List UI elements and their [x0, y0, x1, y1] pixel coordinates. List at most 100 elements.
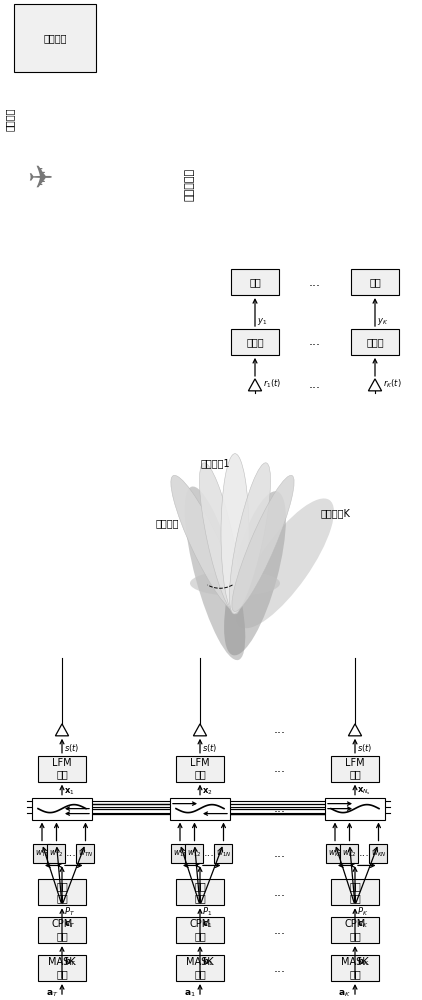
Text: $\mathbf{a}_K$: $\mathbf{a}_K$: [338, 989, 351, 999]
Text: ...: ...: [309, 335, 321, 348]
Text: $r_1(t)$: $r_1(t)$: [263, 378, 281, 390]
FancyBboxPatch shape: [331, 917, 379, 943]
Text: ...: ...: [203, 848, 214, 858]
FancyBboxPatch shape: [231, 269, 279, 295]
Text: 解调: 解调: [369, 277, 381, 287]
FancyBboxPatch shape: [33, 844, 51, 863]
Text: ...: ...: [359, 848, 369, 858]
Text: ...: ...: [309, 378, 321, 391]
Text: $w_{11}$: $w_{11}$: [173, 848, 187, 859]
Text: $y_K$: $y_K$: [377, 316, 388, 327]
Text: $\mathbf{b}_T$: $\mathbf{b}_T$: [64, 956, 76, 968]
Text: $P_K$: $P_K$: [357, 905, 368, 918]
Text: $P_1$: $P_1$: [202, 905, 212, 918]
FancyBboxPatch shape: [214, 844, 233, 863]
Text: ...: ...: [274, 762, 286, 775]
Text: ✈: ✈: [27, 165, 53, 194]
Text: $r_K(t)$: $r_K(t)$: [383, 378, 402, 390]
Text: CPM
调制: CPM 调制: [344, 919, 365, 941]
Text: $w_{K2}$: $w_{K2}$: [342, 848, 357, 859]
FancyBboxPatch shape: [231, 329, 279, 355]
Text: $\mathbf{b}_1$: $\mathbf{b}_1$: [202, 956, 213, 968]
Ellipse shape: [200, 463, 241, 614]
Text: ...: ...: [274, 962, 286, 975]
FancyBboxPatch shape: [176, 955, 224, 981]
Text: ...: ...: [309, 276, 321, 289]
Text: $\mathbf{a}_T$: $\mathbf{a}_T$: [46, 989, 58, 999]
Ellipse shape: [236, 498, 334, 628]
Text: ...: ...: [274, 924, 286, 937]
Text: LFM
载波: LFM 载波: [345, 758, 365, 780]
FancyBboxPatch shape: [331, 955, 379, 981]
Text: MASK
映射: MASK 映射: [48, 957, 76, 979]
FancyBboxPatch shape: [326, 844, 344, 863]
Text: 用户接收机: 用户接收机: [185, 168, 195, 201]
FancyBboxPatch shape: [171, 844, 189, 863]
Text: $\mathbf{c}_K$: $\mathbf{c}_K$: [357, 919, 368, 930]
Text: $w_{1N}$: $w_{1N}$: [216, 848, 231, 859]
FancyBboxPatch shape: [341, 844, 359, 863]
Text: 静态波束K: 静态波束K: [320, 508, 350, 518]
Text: $\mathbf{c}_T$: $\mathbf{c}_T$: [64, 919, 75, 930]
Ellipse shape: [185, 486, 245, 660]
Text: ...: ...: [274, 847, 286, 860]
FancyBboxPatch shape: [32, 798, 92, 820]
Text: ...: ...: [274, 723, 286, 736]
Text: LFM
载波: LFM 载波: [190, 758, 210, 780]
FancyBboxPatch shape: [176, 879, 224, 905]
FancyBboxPatch shape: [331, 756, 379, 782]
Text: 参数提取: 参数提取: [43, 33, 67, 43]
Text: ...: ...: [65, 848, 76, 858]
FancyBboxPatch shape: [176, 756, 224, 782]
Text: $s(t)$: $s(t)$: [64, 742, 79, 754]
Text: $w_{KN}$: $w_{KN}$: [371, 848, 386, 859]
Text: 滤波器: 滤波器: [366, 337, 384, 347]
Ellipse shape: [171, 475, 239, 611]
FancyBboxPatch shape: [351, 329, 399, 355]
Ellipse shape: [224, 491, 286, 655]
Text: $\mathbf{b}_K$: $\mathbf{b}_K$: [357, 956, 369, 968]
FancyBboxPatch shape: [170, 798, 230, 820]
Text: $\mathbf{c}_1$: $\mathbf{c}_1$: [202, 919, 212, 930]
FancyBboxPatch shape: [176, 917, 224, 943]
Text: $\mathbf{a}_1$: $\mathbf{a}_1$: [184, 989, 196, 999]
FancyBboxPatch shape: [186, 844, 203, 863]
Text: $y_1$: $y_1$: [257, 316, 267, 327]
Text: CPM
调制: CPM 调制: [189, 919, 211, 941]
FancyBboxPatch shape: [351, 269, 399, 295]
Ellipse shape: [230, 463, 271, 614]
Text: MASK
映射: MASK 映射: [341, 957, 369, 979]
Text: 回波信号: 回波信号: [5, 108, 15, 131]
Ellipse shape: [232, 475, 294, 611]
FancyBboxPatch shape: [325, 798, 385, 820]
Text: $P_T$: $P_T$: [64, 905, 75, 918]
Ellipse shape: [221, 454, 249, 613]
Text: 动态波束: 动态波束: [155, 518, 179, 528]
FancyBboxPatch shape: [331, 879, 379, 905]
Text: CPM
调制: CPM 调制: [51, 919, 73, 941]
Text: $w_{K1}$: $w_{K1}$: [328, 848, 342, 859]
Text: 解调: 解调: [249, 277, 261, 287]
Text: $w_{TN}$: $w_{TN}$: [78, 848, 93, 859]
Text: 静态波束1: 静态波束1: [200, 459, 230, 469]
Text: 功率
分配: 功率 分配: [349, 882, 361, 903]
Text: MASK
映射: MASK 映射: [186, 957, 214, 979]
FancyBboxPatch shape: [38, 917, 86, 943]
Text: 功率
分配: 功率 分配: [56, 882, 68, 903]
Text: LFM
载波: LFM 载波: [52, 758, 72, 780]
Text: $s(t)$: $s(t)$: [357, 742, 373, 754]
Text: $s(t)$: $s(t)$: [202, 742, 217, 754]
FancyBboxPatch shape: [76, 844, 95, 863]
Text: ...: ...: [274, 802, 286, 815]
Text: $w_{12}$: $w_{12}$: [187, 848, 202, 859]
FancyBboxPatch shape: [48, 844, 65, 863]
Text: $w_{T1}$: $w_{T1}$: [35, 848, 49, 859]
Text: $\mathbf{x}_{N_s}$: $\mathbf{x}_{N_s}$: [357, 786, 371, 797]
FancyBboxPatch shape: [38, 955, 86, 981]
FancyBboxPatch shape: [38, 756, 86, 782]
FancyBboxPatch shape: [370, 844, 387, 863]
FancyBboxPatch shape: [38, 879, 86, 905]
Text: $w_{T2}$: $w_{T2}$: [49, 848, 64, 859]
Text: 功率
分配: 功率 分配: [194, 882, 206, 903]
Text: 滤波器: 滤波器: [246, 337, 264, 347]
